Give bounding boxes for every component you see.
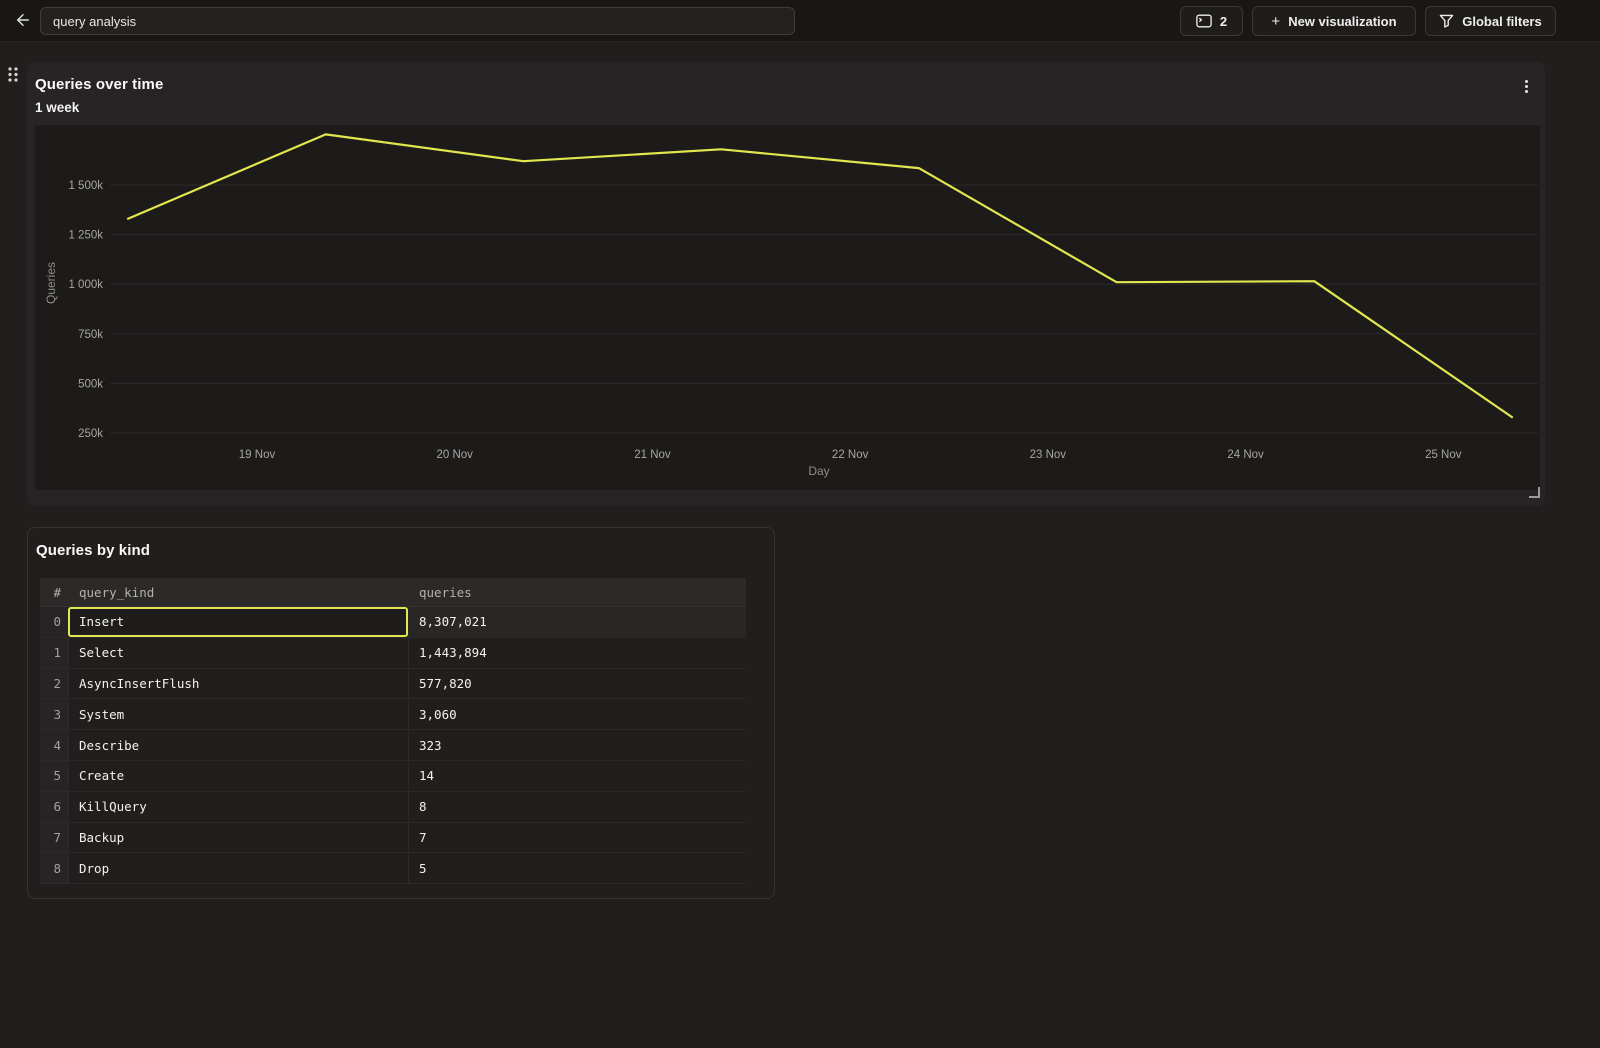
- x-tick-label: 25 Nov: [1425, 449, 1462, 461]
- queries-cell[interactable]: 8,307,021: [408, 607, 745, 637]
- global-filters-label: Global filters: [1462, 13, 1542, 29]
- queries-by-kind-card: Queries by kind # query_kind queries 0 In…: [27, 527, 775, 899]
- query-kind-cell[interactable]: Drop: [68, 853, 408, 884]
- row-index-cell[interactable]: 4: [40, 730, 68, 760]
- row-index-cell[interactable]: 5: [40, 760, 68, 791]
- new-visualization-label: New visualization: [1288, 13, 1397, 29]
- dashboard-title-input[interactable]: [40, 7, 795, 35]
- queries-cell[interactable]: 577,820: [408, 668, 745, 699]
- card-resize-handle[interactable]: [1529, 487, 1540, 498]
- queries-over-time-card: Queries over time 1 week 1 500k 1 250k 1 0…: [27, 62, 1545, 506]
- topbar: 2 + New visualization Global filters: [0, 0, 1600, 42]
- console-icon: [1196, 14, 1212, 28]
- x-tick-label: 22 Nov: [832, 449, 869, 461]
- query-kind-cell[interactable]: Create: [68, 760, 408, 791]
- chart-title: Queries over time: [35, 76, 164, 93]
- views-count-label: 2: [1219, 13, 1228, 29]
- table-body: 0 Insert 8,307,021 1 Select 1,443,894 2 AsyncIn…: [40, 607, 746, 885]
- chart-subtitle: 1 week: [35, 100, 80, 115]
- row-index-cell[interactable]: 7: [40, 822, 68, 853]
- query-kind-cell[interactable]: Backup: [68, 822, 408, 853]
- queries-cell[interactable]: 8: [408, 791, 745, 822]
- views-count-button[interactable]: 2: [1180, 6, 1243, 36]
- y-tick-label: 250k: [78, 428, 103, 440]
- row-index-cell[interactable]: 2: [40, 668, 68, 699]
- back-button[interactable]: [10, 9, 36, 33]
- x-tick-label: 24 Nov: [1227, 449, 1264, 461]
- plus-icon: +: [1271, 12, 1281, 30]
- y-tick-label: 750k: [78, 329, 103, 341]
- queries-cell[interactable]: 7: [408, 822, 745, 853]
- kebab-menu-icon[interactable]: [1517, 76, 1535, 96]
- queries-cell[interactable]: 5: [408, 853, 745, 884]
- funnel-icon: [1439, 14, 1454, 28]
- row-index-cell[interactable]: 8: [40, 853, 68, 884]
- line-chart-plot[interactable]: 1 500k 1 250k 1 000k 750k 500k 250k 19 Nov 20 N…: [35, 125, 1540, 490]
- y-tick-label: 1 500k: [68, 180, 103, 192]
- queries-by-kind-table: # query_kind queries 0 Insert 8,307,021 1 Se…: [40, 578, 746, 885]
- y-tick-label: 1 000k: [68, 279, 103, 291]
- table-header-row: # query_kind queries: [40, 578, 746, 607]
- query-kind-cell[interactable]: System: [68, 699, 408, 730]
- query-kind-cell[interactable]: Describe: [68, 730, 408, 760]
- new-visualization-button[interactable]: + New visualization: [1252, 6, 1416, 36]
- queries-cell[interactable]: 14: [408, 760, 745, 791]
- header-query-kind: query_kind: [68, 578, 408, 606]
- table-row[interactable]: 0 Insert 8,307,021: [40, 607, 746, 638]
- y-tick-label: 1 250k: [68, 230, 103, 242]
- row-index-cell[interactable]: 6: [40, 791, 68, 822]
- table-row[interactable]: 2 AsyncInsertFlush 577,820: [40, 668, 746, 700]
- row-index-cell[interactable]: 3: [40, 699, 68, 730]
- header-index: #: [53, 584, 61, 600]
- query-kind-cell[interactable]: Insert: [68, 607, 408, 637]
- arrow-left-icon: [14, 11, 32, 32]
- global-filters-button[interactable]: Global filters: [1425, 6, 1556, 36]
- x-tick-label: 19 Nov: [239, 449, 276, 461]
- y-axis-title: Queries: [44, 262, 58, 304]
- x-axis-title: Day: [808, 464, 829, 478]
- table-row[interactable]: 6 KillQuery 8: [40, 791, 746, 823]
- query-kind-cell[interactable]: Select: [68, 637, 408, 668]
- header-queries: queries: [408, 578, 745, 606]
- query-kind-cell[interactable]: AsyncInsertFlush: [68, 668, 408, 699]
- card-drag-handle-icon[interactable]: [6, 66, 20, 88]
- row-index-cell[interactable]: 0: [40, 607, 68, 637]
- queries-cell[interactable]: 1,443,894: [408, 637, 745, 668]
- x-tick-label: 21 Nov: [634, 449, 671, 461]
- x-tick-label: 23 Nov: [1030, 449, 1067, 461]
- table-row[interactable]: 8 Drop 5: [40, 853, 746, 885]
- query-kind-cell[interactable]: KillQuery: [68, 791, 408, 822]
- queries-cell[interactable]: 3,060: [408, 699, 745, 730]
- queries-line-series: [126, 133, 1514, 419]
- x-tick-label: 20 Nov: [436, 449, 473, 461]
- queries-cell[interactable]: 323: [408, 730, 745, 760]
- table-title: Queries by kind: [36, 542, 151, 559]
- table-row[interactable]: 7 Backup 7: [40, 822, 746, 854]
- table-row[interactable]: 3 System 3,060: [40, 699, 746, 731]
- y-tick-label: 500k: [78, 378, 103, 390]
- row-index-cell[interactable]: 1: [40, 637, 68, 668]
- table-row[interactable]: 5 Create 14: [40, 760, 746, 792]
- table-row[interactable]: 4 Describe 323: [40, 730, 746, 761]
- table-row[interactable]: 1 Select 1,443,894: [40, 637, 746, 669]
